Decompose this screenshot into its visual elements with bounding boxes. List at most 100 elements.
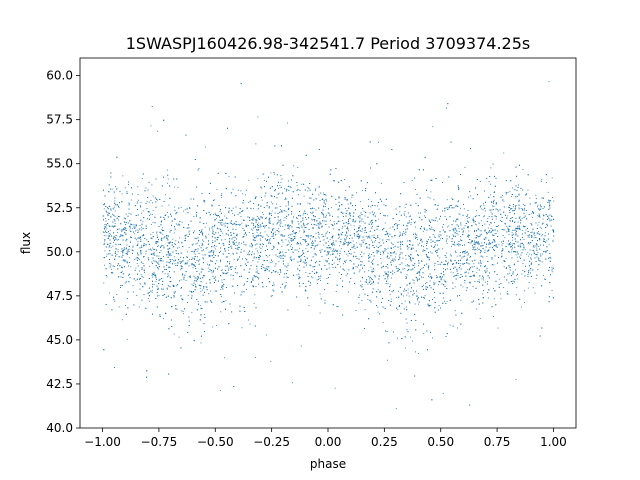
data-point [451, 245, 453, 247]
data-point [114, 239, 116, 241]
data-point [454, 286, 456, 288]
data-point [335, 291, 337, 292]
data-point [403, 232, 405, 234]
data-point [147, 211, 149, 213]
data-point [414, 226, 416, 228]
data-point [416, 278, 418, 280]
data-point [103, 242, 105, 244]
data-point [328, 258, 329, 259]
data-point [272, 203, 273, 205]
data-point [192, 250, 194, 252]
data-point [262, 173, 264, 175]
data-point [523, 239, 525, 240]
data-point [119, 216, 121, 218]
data-point [470, 195, 472, 197]
data-point [422, 231, 424, 233]
data-point [368, 253, 370, 255]
data-point [447, 264, 448, 266]
data-point [394, 235, 396, 237]
data-point [137, 237, 139, 239]
data-point [235, 241, 237, 243]
data-point [323, 192, 325, 194]
data-point [152, 276, 154, 278]
data-point [175, 240, 177, 242]
data-point [468, 269, 470, 271]
data-point [285, 282, 287, 284]
data-point [529, 197, 531, 199]
data-point [370, 278, 372, 279]
data-point [498, 278, 500, 280]
data-point [270, 201, 272, 203]
data-point [189, 230, 191, 232]
data-point [300, 345, 302, 347]
data-point [397, 309, 399, 311]
data-point [365, 229, 366, 231]
data-point [541, 227, 542, 229]
data-point [479, 259, 481, 261]
data-point [139, 237, 140, 239]
data-point [279, 252, 281, 253]
data-point [256, 268, 258, 270]
data-point [299, 204, 301, 206]
data-point [418, 297, 419, 299]
data-point [232, 243, 234, 245]
data-point [459, 252, 461, 254]
data-point [529, 243, 531, 245]
data-point [399, 211, 401, 213]
data-point [545, 232, 547, 234]
data-point [413, 279, 415, 281]
data-point [332, 225, 334, 227]
data-point [278, 228, 280, 230]
data-point [206, 263, 208, 265]
data-point [536, 247, 538, 249]
data-point [465, 250, 466, 252]
data-point [518, 217, 520, 218]
data-point [473, 221, 475, 223]
data-point [110, 247, 112, 249]
data-point [112, 245, 114, 247]
data-point [348, 291, 349, 293]
data-point [242, 236, 244, 238]
data-point [258, 217, 260, 219]
data-point [504, 237, 506, 239]
data-point [472, 241, 474, 242]
data-point [174, 263, 176, 265]
data-point [324, 206, 326, 207]
data-point [308, 305, 310, 307]
data-point [285, 239, 287, 241]
data-point [130, 199, 132, 201]
data-point [161, 229, 163, 231]
data-point [173, 243, 175, 245]
data-point [336, 253, 338, 255]
data-point [371, 239, 373, 241]
data-point [493, 264, 495, 266]
data-point [490, 222, 492, 224]
data-point [139, 259, 140, 261]
data-point [232, 253, 234, 255]
data-point [187, 251, 188, 253]
data-point [344, 244, 346, 246]
data-point [309, 197, 311, 199]
data-point [360, 254, 362, 255]
data-point [305, 239, 306, 241]
data-point [379, 245, 381, 247]
data-point [332, 244, 334, 245]
data-point [342, 269, 344, 271]
data-point [538, 221, 540, 223]
data-point [274, 212, 276, 214]
data-point [235, 245, 237, 247]
data-point [318, 222, 320, 224]
data-point [306, 213, 308, 215]
data-point [257, 234, 259, 236]
data-point [537, 206, 538, 208]
data-point [202, 254, 204, 256]
data-point [363, 210, 365, 212]
data-point [233, 241, 235, 243]
data-point [359, 201, 361, 203]
data-point [293, 235, 295, 237]
data-point [248, 179, 250, 181]
data-point [252, 239, 254, 241]
data-point [137, 241, 139, 243]
data-point [345, 208, 346, 209]
data-point [451, 197, 453, 199]
